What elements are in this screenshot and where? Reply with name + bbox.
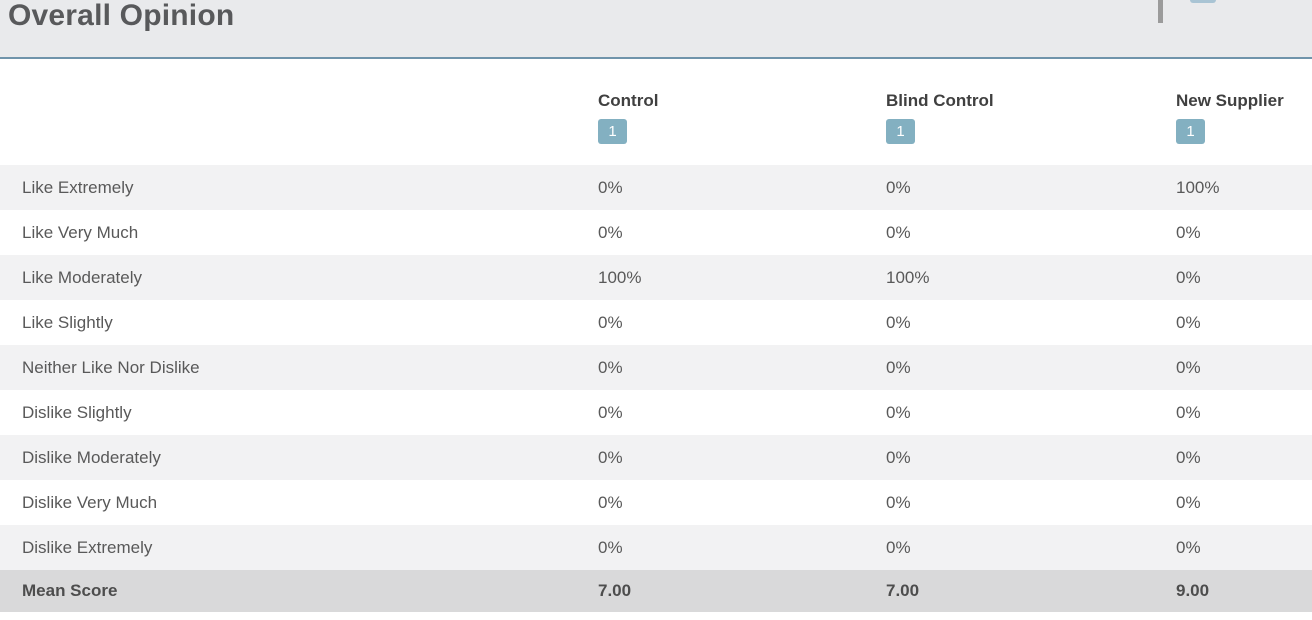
row-label: Mean Score — [22, 581, 118, 600]
cell-value: 0% — [1176, 537, 1201, 557]
row-label: Dislike Extremely — [22, 537, 153, 557]
toolbar-divider — [1158, 0, 1163, 23]
cell-value: 0% — [598, 402, 623, 422]
cell-value: 0% — [886, 537, 911, 557]
row-label: Like Slightly — [22, 312, 113, 332]
table-row: Like Slightly 0% 0% 0% — [0, 300, 1312, 345]
sample-badge[interactable]: 1 — [1176, 119, 1205, 144]
table-row: Dislike Moderately 0% 0% 0% — [0, 435, 1312, 480]
row-label: Neither Like Nor Dislike — [22, 357, 200, 377]
cell-value: 0% — [886, 492, 911, 512]
table-row: Like Extremely 0% 0% 100% — [0, 165, 1312, 210]
column-label: Blind Control — [886, 91, 994, 110]
cell-value: 0% — [1176, 447, 1201, 467]
cell-value: 0% — [886, 357, 911, 377]
cell-value: 0% — [1176, 357, 1201, 377]
cell-value: 0% — [598, 177, 623, 197]
cell-value: 0% — [598, 357, 623, 377]
table-row: Dislike Slightly 0% 0% 0% — [0, 390, 1312, 435]
page-header: Overall Opinion — [0, 0, 1312, 59]
cell-value: 7.00 — [598, 581, 632, 600]
table-row: Dislike Extremely 0% 0% 0% — [0, 525, 1312, 570]
cell-value: 0% — [1176, 402, 1201, 422]
row-label: Like Very Much — [22, 222, 139, 242]
cell-value: 0% — [886, 312, 911, 332]
cell-value: 0% — [886, 402, 911, 422]
opinion-table: Control 1 Blind Control 1 New Supplier 1… — [0, 59, 1312, 612]
column-header-blind-control: Blind Control 1 — [886, 90, 1176, 144]
table-row: Like Very Much 0% 0% 0% — [0, 210, 1312, 255]
row-label: Dislike Slightly — [22, 402, 132, 422]
column-header-control: Control 1 — [598, 90, 886, 144]
column-label: Control — [598, 91, 659, 110]
sample-badge[interactable]: 1 — [886, 119, 915, 144]
column-label: New Supplier — [1176, 91, 1284, 110]
column-header-new-supplier: New Supplier 1 — [1176, 90, 1312, 144]
cell-value: 0% — [886, 177, 911, 197]
cell-value: 0% — [886, 447, 911, 467]
cell-value: 100% — [1176, 177, 1220, 197]
row-label: Like Extremely — [22, 177, 134, 197]
row-label: Like Moderately — [22, 267, 143, 287]
cell-value: 0% — [598, 312, 623, 332]
cell-value: 0% — [1176, 312, 1201, 332]
cell-value: 0% — [1176, 267, 1201, 287]
table-row: Dislike Very Much 0% 0% 0% — [0, 480, 1312, 525]
table-row: Neither Like Nor Dislike 0% 0% 0% — [0, 345, 1312, 390]
cell-value: 7.00 — [886, 581, 920, 600]
table-row: Like Moderately 100% 100% 0% — [0, 255, 1312, 300]
cell-value: 0% — [598, 447, 623, 467]
row-label: Dislike Very Much — [22, 492, 158, 512]
cell-value: 100% — [598, 267, 642, 287]
cutoff-tab-button[interactable] — [1190, 0, 1216, 3]
page-title: Overall Opinion — [8, 0, 235, 32]
mean-score-row: Mean Score 7.00 7.00 9.00 — [0, 570, 1312, 612]
cell-value: 9.00 — [1176, 581, 1210, 600]
row-label: Dislike Moderately — [22, 447, 161, 467]
cell-value: 0% — [1176, 222, 1201, 242]
cell-value: 0% — [598, 222, 623, 242]
cell-value: 0% — [598, 492, 623, 512]
cell-value: 100% — [886, 267, 930, 287]
cell-value: 0% — [886, 222, 911, 242]
cell-value: 0% — [1176, 492, 1201, 512]
cell-value: 0% — [598, 537, 623, 557]
table-header-row: Control 1 Blind Control 1 New Supplier 1 — [0, 59, 1312, 165]
sample-badge[interactable]: 1 — [598, 119, 627, 144]
